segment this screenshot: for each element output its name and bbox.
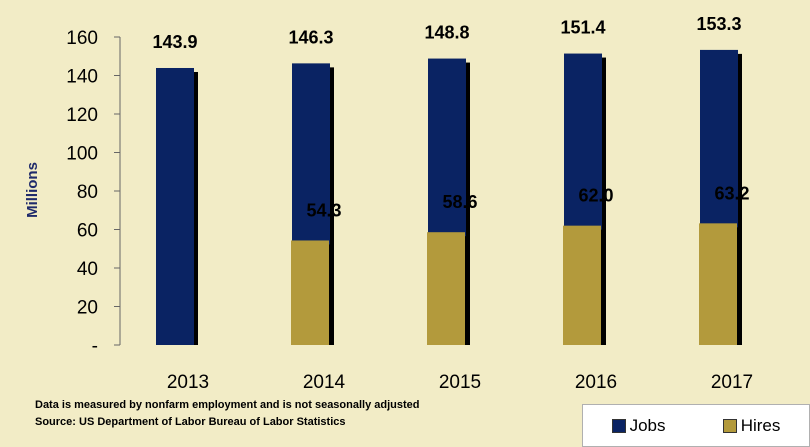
bar-jobs-2013 [156, 67, 194, 346]
y-tick-label: 120 [66, 105, 98, 126]
legend-label-jobs: Jobs [629, 415, 666, 435]
footnote-method: Data is measured by nonfarm employment a… [35, 399, 420, 411]
y-tick-label: 40 [77, 259, 98, 280]
footnote-source: Source: US Department of Labor Bureau of… [35, 416, 346, 428]
data-label-hires: 58.6 [442, 192, 477, 212]
data-label-jobs: 148.8 [424, 23, 469, 43]
x-axis: 2013 2014 2015 2016 2017 [167, 372, 753, 393]
data-label-jobs: 153.3 [696, 14, 741, 34]
y-tick-label: 160 [66, 28, 98, 49]
data-label-jobs: 146.3 [288, 27, 333, 47]
y-tick-label: - [92, 336, 98, 357]
y-tick-label: 140 [66, 67, 98, 88]
y-axis-title: Millions [24, 162, 41, 218]
data-label-hires: 62.0 [578, 186, 613, 206]
bar-hires-2016 [699, 223, 737, 345]
data-label-hires: 54.3 [306, 200, 341, 220]
y-tick-label: 60 [77, 221, 98, 242]
y-axis: - 20 40 60 80 100 120 140 160 [66, 28, 121, 357]
y-tick-label: 100 [66, 144, 98, 165]
bars-group [156, 49, 742, 346]
legend-item-jobs: Jobs [611, 415, 666, 436]
chart-legend: Jobs Hires [582, 404, 810, 447]
legend-swatch-jobs [611, 418, 626, 433]
legend-label-hires: Hires [740, 415, 781, 435]
bar-hires-2014 [427, 232, 465, 345]
x-tick-label: 2017 [711, 372, 753, 393]
data-label-jobs: 143.9 [152, 32, 197, 52]
y-tick-label: 20 [77, 298, 98, 319]
x-tick-label: 2016 [575, 372, 617, 393]
x-tick-label: 2015 [439, 372, 481, 393]
bar-hires-2013 [291, 240, 329, 345]
bar-hires-2015 [563, 225, 601, 345]
y-tick-label: 80 [77, 182, 98, 203]
data-label-jobs: 151.4 [560, 18, 605, 38]
data-label-hires: 63.2 [714, 183, 749, 203]
x-tick-label: 2014 [303, 372, 346, 393]
x-tick-label: 2013 [167, 372, 209, 393]
data-labels-group: 143.9 146.3 148.8 151.4 153.3 54.3 58.6 62.0 63.… [152, 14, 749, 221]
legend-item-hires: Hires [722, 415, 781, 436]
legend-swatch-hires [722, 418, 737, 433]
